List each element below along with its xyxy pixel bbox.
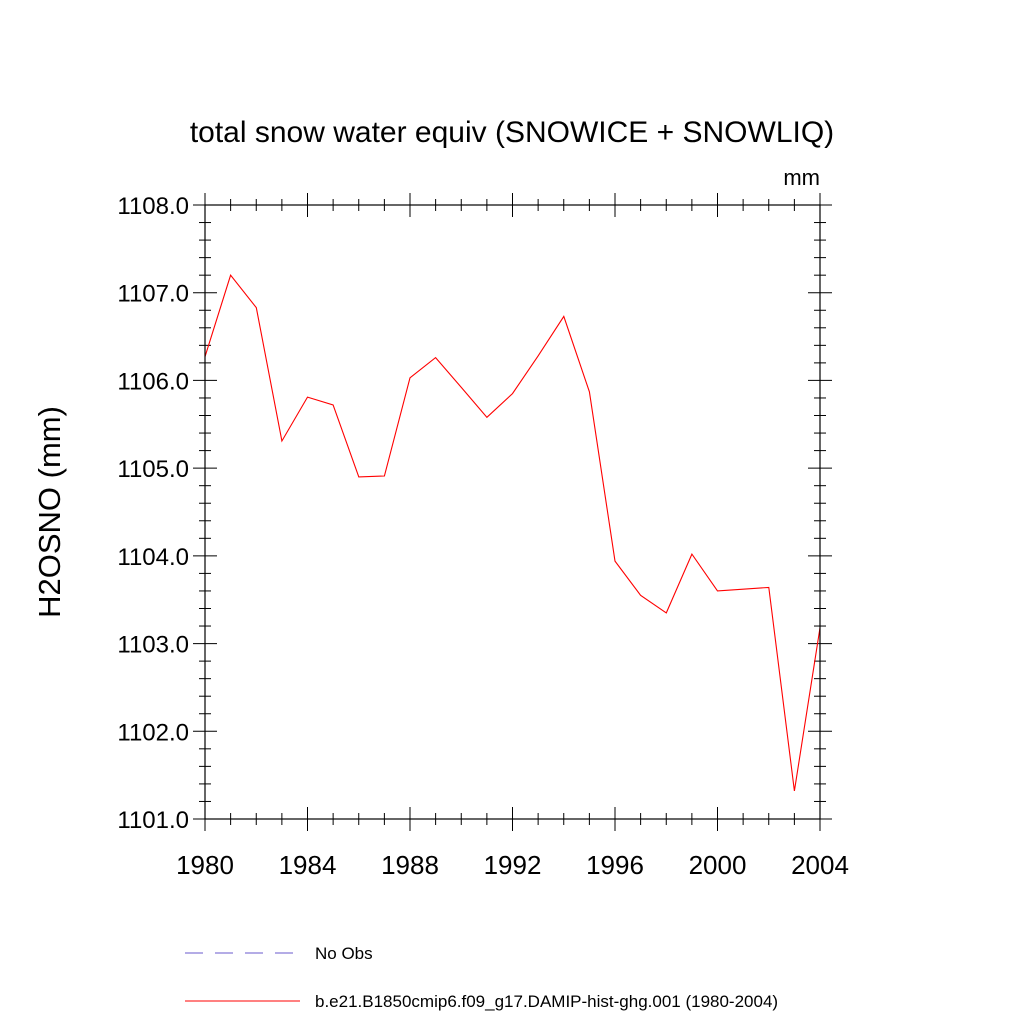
axis-tick-labels: 1101.0 1102.0 1103.0 1104.0 1105.0 1106.0 1107…	[117, 193, 849, 880]
x-tick-label: 1996	[586, 850, 644, 880]
y-tick-label: 1107.0	[117, 281, 189, 308]
x-tick-label: 1988	[381, 850, 439, 880]
x-tick-label: 1980	[176, 850, 234, 880]
x-tick-label: 2004	[791, 850, 849, 880]
x-tick-label: 1992	[484, 850, 542, 880]
y-tick-label: 1103.0	[117, 632, 189, 659]
x-tick-label: 2000	[689, 850, 747, 880]
y-tick-label: 1105.0	[117, 456, 189, 483]
plot-frame	[204, 204, 821, 820]
series-line	[204, 274, 821, 791]
y-axis-label: H2OSNO (mm)	[32, 406, 67, 618]
axis-ticks	[193, 193, 832, 831]
chart-title: total snow water equiv (SNOWICE + SNOWLI…	[190, 116, 834, 149]
legend: No Obs b.e21.B1850cmip6.f09_g17.DAMIP-hi…	[185, 944, 778, 1011]
y-tick-label: 1106.0	[117, 368, 189, 395]
units-label: mm	[783, 165, 820, 190]
x-tick-label: 1984	[279, 850, 337, 880]
legend-label-no-obs: No Obs	[315, 944, 373, 963]
y-tick-label: 1102.0	[117, 719, 189, 746]
y-tick-label: 1108.0	[117, 193, 189, 220]
y-tick-label: 1104.0	[117, 544, 189, 571]
series-layer	[204, 274, 821, 791]
y-tick-label: 1101.0	[117, 807, 189, 834]
legend-label-model-run: b.e21.B1850cmip6.f09_g17.DAMIP-hist-ghg.…	[315, 992, 778, 1011]
